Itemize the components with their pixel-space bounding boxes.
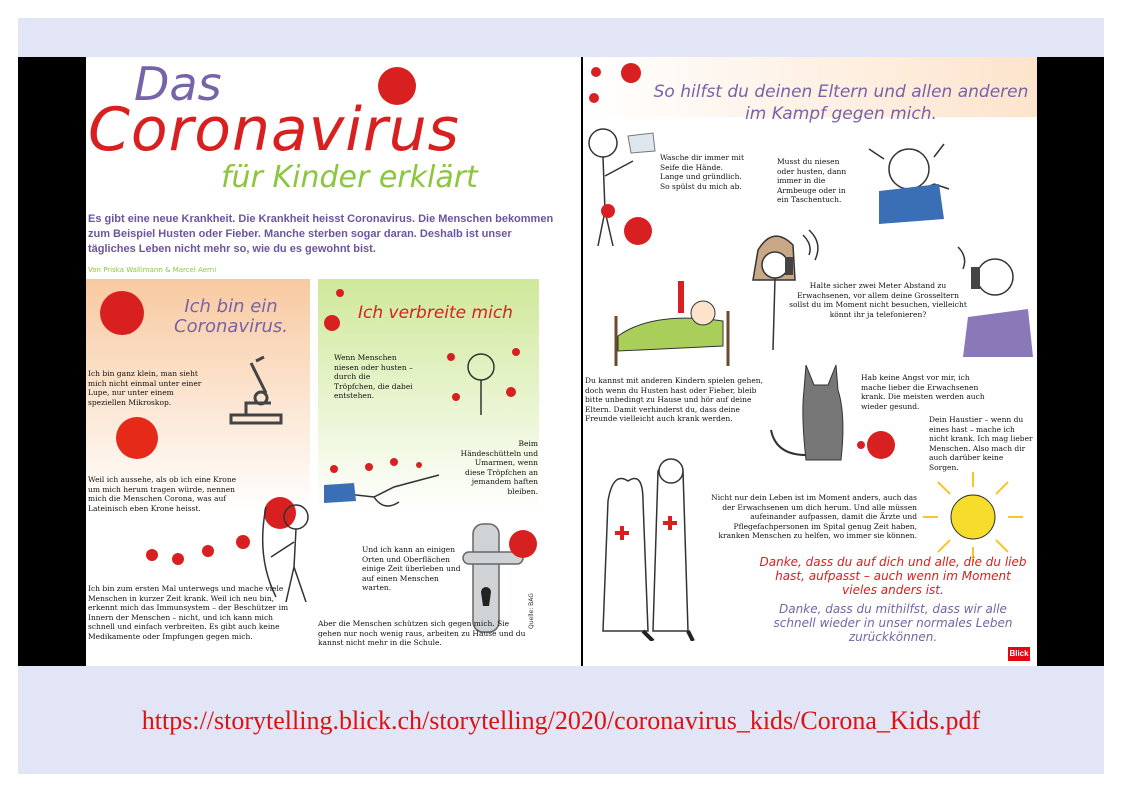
intro-text: Es gibt eine neue Krankheit. Die Krankhe… <box>88 213 554 255</box>
col2-p2: Beim Händeschütteln und Umarmen, wenn di… <box>460 439 538 496</box>
tip-pet: Dein Haustier – wenn du eines hast – mac… <box>929 415 1033 472</box>
sick-boy-bed-illustration <box>613 271 733 367</box>
col2-p3: Und ich kann an einigen Orten und Oberfl… <box>362 545 461 592</box>
col1-p1: Ich bin ganz klein, man sieht mich nicht… <box>88 369 202 407</box>
col1-p2: Weil ich aussehe, als ob ich eine Krone … <box>88 475 237 513</box>
scientist-illustration <box>256 497 316 607</box>
tip-fever: Du kannst mit anderen Kindern spielen ge… <box>585 376 763 423</box>
virus-icon <box>336 289 344 297</box>
virus-icon <box>378 67 416 105</box>
microscope-icon <box>226 353 291 428</box>
tip-sneeze: Musst du niesen oder husten, dann immer … <box>777 157 847 204</box>
col1-p3: Ich bin zum ersten Mal unterwegs und mac… <box>88 584 289 641</box>
handwashing-girl-illustration <box>583 121 658 249</box>
virus-icon <box>264 497 296 529</box>
door-handle-illustration <box>461 522 541 634</box>
virus-icon <box>236 535 250 549</box>
cat-illustration <box>766 355 866 467</box>
virus-icon <box>621 63 641 83</box>
right-title: So hilfst du deinen Eltern und allen and… <box>653 82 1029 124</box>
virus-icon <box>172 553 184 565</box>
virus-icon <box>591 67 601 77</box>
header-gradient <box>583 57 1037 117</box>
authors: Von Priska Wallimann & Marcel Aerni <box>88 266 217 274</box>
column-spread <box>318 279 539 666</box>
title-coronavirus: Coronavirus <box>88 95 460 165</box>
virus-icon <box>589 93 599 103</box>
title-subtitle: für Kinder erklärt <box>221 160 478 195</box>
tip-life: Nicht nur dein Leben ist im Moment ander… <box>711 493 917 540</box>
tip-fear: Hab keine Angst vor mir, ich mache liebe… <box>861 373 985 411</box>
sun-illustration <box>918 467 1028 567</box>
left-page: Das Coronavirus für Kinder erklärt Es gi… <box>86 57 581 666</box>
girl-phone-illustration <box>743 225 823 355</box>
virus-icon <box>116 417 158 459</box>
handshake-illustration <box>324 457 442 519</box>
right-page: So hilfst du deinen Eltern und allen and… <box>583 57 1037 666</box>
sneezing-girl-illustration <box>436 337 531 417</box>
blick-logo: Blick <box>1008 647 1030 661</box>
virus-icon <box>867 431 895 459</box>
title-das: Das <box>134 57 222 111</box>
tip-distance: Halte sicher zwei Meter Abstand zu Erwac… <box>789 281 967 319</box>
doctors-illustration <box>583 441 713 643</box>
source-label: Quelle: BAG <box>528 593 535 629</box>
col2-heading: Ich verbreite mich <box>358 303 513 323</box>
thanks-2: Danke, dass du mithilfst, dass wir alle … <box>773 602 1013 644</box>
virus-icon <box>202 545 214 557</box>
column-virus <box>86 279 310 666</box>
virus-icon <box>100 291 144 335</box>
col2-p4: Aber die Menschen schützen sich gegen mi… <box>318 619 526 647</box>
col1-heading: Ich bin ein Coronavirus. <box>174 296 288 337</box>
thanks-1: Danke, dass du auf dich und alle, die du… <box>759 555 1027 597</box>
grandpa-phone-illustration <box>953 237 1037 357</box>
tip-wash: Wasche dir immer mit Seife die Hände. La… <box>660 153 744 191</box>
virus-icon <box>324 315 340 331</box>
col2-p1: Wenn Menschen niesen oder husten – durch… <box>334 353 413 400</box>
source-url[interactable]: https://storytelling.blick.ch/storytelli… <box>141 706 981 735</box>
sneezing-boy-illustration <box>859 129 959 234</box>
virus-icon <box>146 549 158 561</box>
